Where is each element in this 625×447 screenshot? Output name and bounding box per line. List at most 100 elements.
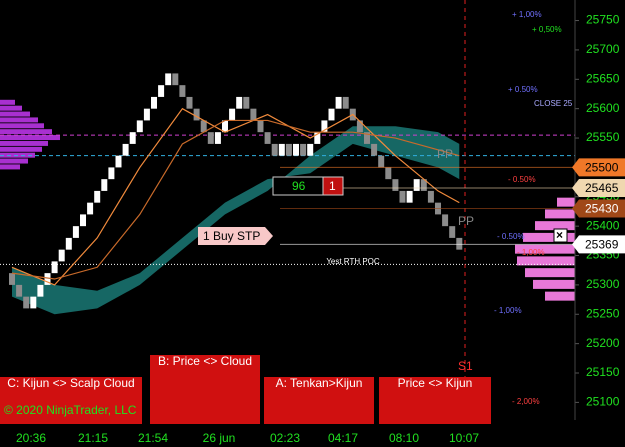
pct-label: - 1,00% [517,248,545,257]
left-profile-bar [0,140,48,146]
close-order[interactable] [553,228,568,243]
left-profile-bar [0,105,22,111]
brick [108,167,115,180]
right-profile-bar [533,279,575,289]
y-tick-label: 25200 [586,336,620,350]
brick [264,132,271,144]
toggle-button[interactable] [264,377,374,424]
indicator-line [11,119,460,280]
brick [158,85,165,97]
brick [243,96,250,109]
y-tick-label: 25550 [586,130,620,144]
brick [364,132,370,144]
toggle-button[interactable] [379,377,491,424]
price-tag [572,178,625,197]
toggle-button-label[interactable]: A: Tenkan>Kijun [276,376,363,390]
brick [179,85,186,97]
brick [321,120,328,133]
brick [278,143,285,156]
brick [72,226,79,238]
brick [136,120,143,133]
pct-label: + 0,50% [532,25,562,34]
brick [94,190,101,203]
brick [385,167,392,180]
brick [51,261,58,274]
price-tag [572,235,625,254]
left-profile-bar [0,117,38,123]
y-tick-label: 25100 [586,395,620,409]
indicator-line [11,107,460,286]
brick [122,143,129,156]
order-label: 1 Buy STP [203,229,260,243]
poc-label: Yest RTH POC [326,257,380,266]
brick [172,73,179,86]
brick [356,120,363,133]
right-profile-bar [535,221,575,231]
brick [115,155,122,168]
brick [200,120,207,133]
pct-label: CLOSE 25 [534,99,573,108]
brick [271,143,278,156]
right-profile-bar [545,209,575,219]
pct-label: + 0.50% [508,85,538,94]
brick [16,284,23,297]
pct-label: - 0.50% [508,175,536,184]
order-qty: 96 [292,179,306,193]
brick [378,155,385,168]
price-tag-label: 25430 [585,202,619,216]
brick [413,179,420,191]
toggle-button-label[interactable]: Price <> Kijun [398,376,473,390]
price-tag [572,158,625,177]
toggle-button[interactable] [0,377,142,424]
price-tag-label: 25500 [585,161,619,175]
brick [207,132,214,144]
brick [101,179,108,191]
brick [222,120,228,133]
x-tick-label: 20:36 [16,431,46,445]
brick [314,132,321,144]
order-count-box [322,176,344,196]
right-profile-bar [557,197,575,207]
y-tick-label: 25150 [586,365,620,379]
y-tick-label: 25250 [586,306,620,320]
x-tick-label: 26 jun [203,431,236,445]
price-tag-label: 25369 [585,238,619,252]
toggle-button-label[interactable]: C: Kijun <> Scalp Cloud [7,376,134,390]
brick [193,108,200,121]
y-tick-label: 25300 [586,277,620,291]
x-tick-label: 21:54 [138,431,168,445]
left-profile-bar [0,129,52,135]
brick [30,296,37,309]
brick [293,143,299,156]
close-order-x[interactable]: × [556,228,563,242]
brick [165,73,172,86]
brick [307,143,314,156]
toggle-button-label[interactable]: B: Price <> Cloud [158,354,252,368]
left-profile-bar [0,135,60,141]
left-profile-bar [0,146,42,152]
brick [442,214,449,227]
pct-label: - 2,00% [512,397,540,406]
order-tag [198,227,273,245]
y-tick-label: 25700 [586,42,620,56]
brick [236,96,243,109]
pct-label: - 0.50% [497,232,525,241]
brick [9,273,15,285]
brick [399,190,406,203]
brick [65,237,72,250]
brick [427,190,434,203]
brick [335,96,342,109]
right-profile-bar [515,244,575,254]
brick [406,190,413,203]
brick [328,108,335,121]
x-tick-label: 08:10 [389,431,419,445]
brick [143,108,150,121]
brick [58,249,65,262]
brick [214,132,221,144]
toggle-button[interactable] [150,355,260,424]
brick [129,132,136,144]
brick [44,273,51,285]
cloud [12,126,460,315]
x-tick-label: 21:15 [78,431,108,445]
right-profile-bar [525,268,575,278]
